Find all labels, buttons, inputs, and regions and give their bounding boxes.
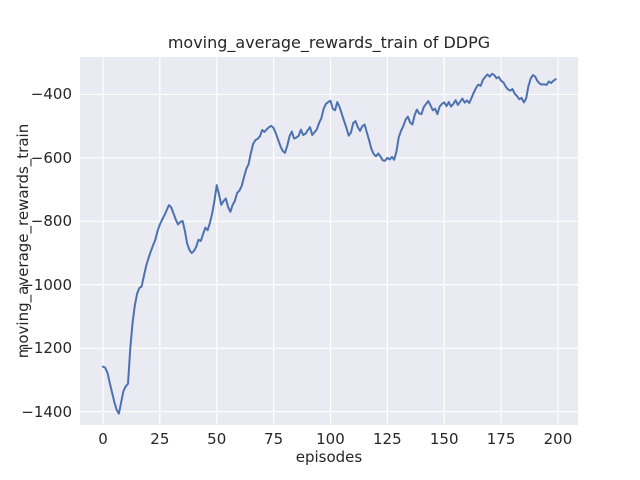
gridlines [80, 57, 578, 425]
axes-background [80, 57, 578, 425]
y-tick-label: −800 [30, 212, 72, 231]
x-tick-label: 0 [98, 430, 108, 448]
y-axis-label: moving_average_rewards_train [14, 123, 32, 359]
y-tick-label: −600 [30, 148, 72, 167]
series-line [101, 72, 557, 415]
x-tick-label: 150 [429, 430, 459, 448]
y-tick-label: −400 [30, 85, 72, 104]
x-axis-label: episodes [295, 448, 363, 466]
x-tick-label: 75 [264, 430, 284, 448]
plot-area [80, 57, 578, 425]
x-tick-label: 25 [150, 430, 170, 448]
x-tick-label: 175 [486, 430, 516, 448]
y-tick-label: −1200 [21, 339, 72, 358]
x-tick-label: 200 [543, 430, 573, 448]
chart-title: moving_average_rewards_train of DDPG [167, 33, 491, 52]
y-tick-label: −1400 [21, 402, 72, 421]
x-tick-label: 125 [373, 430, 402, 448]
y-tick-label: −1000 [21, 275, 72, 294]
x-tick-label: 50 [207, 430, 227, 448]
x-tick-label: 100 [316, 430, 345, 448]
